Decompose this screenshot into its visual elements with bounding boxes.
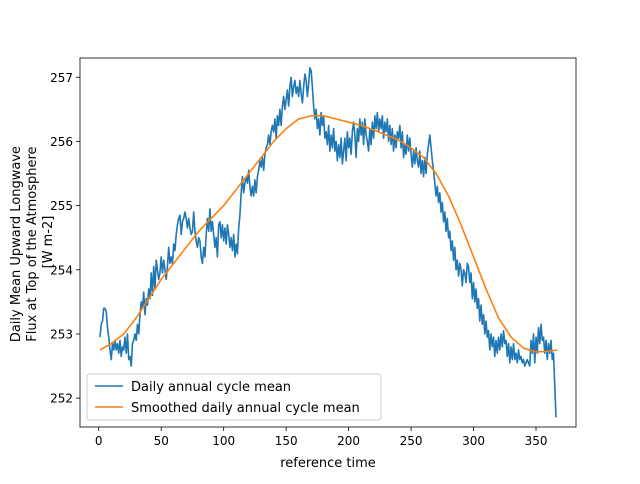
y-axis-label-line-3: [W m-2] xyxy=(41,216,56,269)
y-tick-label: 253 xyxy=(50,327,73,341)
y-axis-label-line-2: Flux at Top of the Atmosphere xyxy=(25,146,40,341)
x-tick-label: 250 xyxy=(400,434,423,448)
x-axis-ticks: 0 50 100 150 200 250 300 350 xyxy=(95,427,548,448)
x-axis-label: reference time xyxy=(280,456,376,471)
y-tick-label: 254 xyxy=(50,263,73,277)
series-line-0 xyxy=(99,66,557,418)
legend: Daily annual cycle mean Smoothed daily a… xyxy=(86,373,382,421)
legend-label-smoothed: Smoothed daily annual cycle mean xyxy=(131,401,360,416)
x-tick-label: 150 xyxy=(275,434,298,448)
x-tick-label: 300 xyxy=(462,434,485,448)
legend-box xyxy=(86,373,382,421)
x-tick-label: 50 xyxy=(154,434,169,448)
y-axis-label-line-1: Daily Mean Upward Longwave xyxy=(9,146,24,342)
y-axis-label: Daily Mean Upward Longwave Flux at Top o… xyxy=(9,142,56,342)
x-tick-label: 100 xyxy=(212,434,235,448)
series-line-1 xyxy=(99,114,558,353)
y-tick-label: 256 xyxy=(50,135,73,149)
y-tick-label: 255 xyxy=(50,199,73,213)
y-tick-label: 257 xyxy=(50,71,73,85)
plot-area xyxy=(99,66,558,418)
legend-label-daily: Daily annual cycle mean xyxy=(131,380,291,395)
y-tick-label: 252 xyxy=(50,392,73,406)
x-tick-label: 0 xyxy=(95,434,103,448)
x-tick-label: 350 xyxy=(525,434,548,448)
x-tick-label: 200 xyxy=(337,434,360,448)
y-axis-ticks: 252 253 254 255 256 257 xyxy=(50,71,80,406)
axes-frame xyxy=(79,57,577,428)
